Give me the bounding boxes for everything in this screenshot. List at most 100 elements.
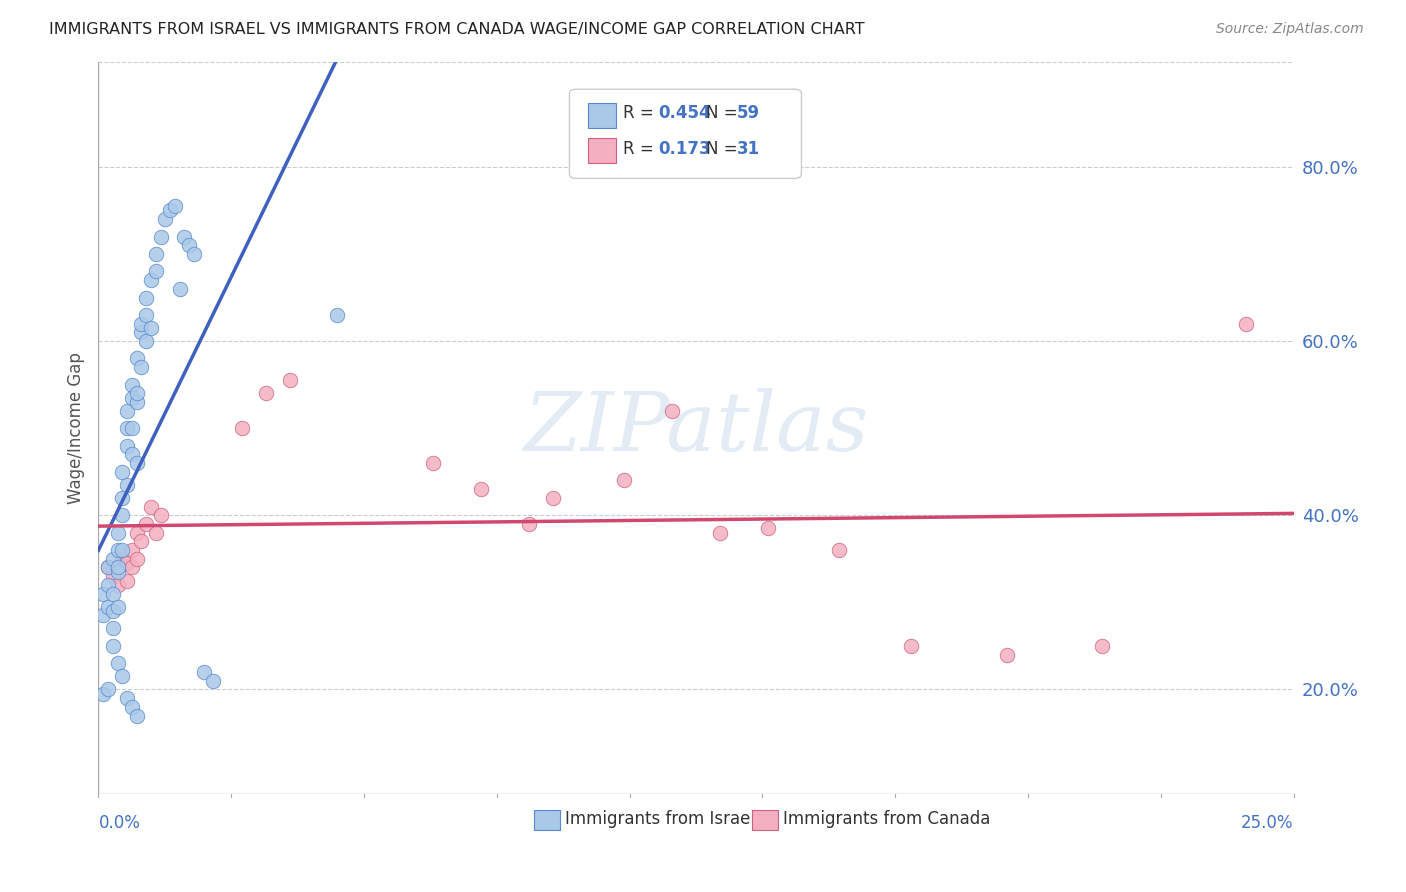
Text: ZIPatlas: ZIPatlas bbox=[523, 388, 869, 468]
Point bbox=[613, 474, 636, 488]
Point bbox=[179, 238, 201, 252]
Point bbox=[135, 291, 157, 305]
Point bbox=[131, 534, 153, 549]
Text: N =: N = bbox=[706, 140, 742, 158]
Point bbox=[995, 648, 1018, 662]
Point bbox=[135, 308, 157, 322]
Point bbox=[107, 565, 129, 579]
Point bbox=[111, 465, 134, 479]
Point bbox=[139, 500, 162, 514]
Point bbox=[111, 508, 134, 523]
Point bbox=[131, 317, 153, 331]
Point bbox=[828, 543, 851, 558]
Point bbox=[107, 599, 129, 614]
Point bbox=[139, 321, 162, 335]
Text: 0.173: 0.173 bbox=[658, 140, 710, 158]
Point bbox=[163, 199, 186, 213]
Point bbox=[101, 604, 124, 618]
Point bbox=[91, 687, 114, 701]
Point bbox=[121, 699, 143, 714]
Point bbox=[121, 391, 143, 405]
Point bbox=[111, 669, 134, 683]
Point bbox=[97, 682, 120, 697]
Point bbox=[115, 556, 138, 570]
Point bbox=[139, 273, 162, 287]
Point bbox=[111, 491, 134, 505]
Point bbox=[135, 516, 157, 531]
Point bbox=[115, 477, 138, 491]
Text: 25.0%: 25.0% bbox=[1241, 814, 1294, 831]
Point bbox=[145, 247, 167, 261]
Point bbox=[709, 525, 731, 540]
Point bbox=[1234, 317, 1257, 331]
Point bbox=[107, 525, 129, 540]
Point bbox=[145, 525, 167, 540]
Point bbox=[115, 439, 138, 453]
Point bbox=[107, 560, 129, 574]
Point bbox=[121, 377, 143, 392]
Point bbox=[135, 334, 157, 348]
Point bbox=[193, 665, 215, 679]
Point bbox=[254, 386, 277, 401]
Point bbox=[121, 543, 143, 558]
Point bbox=[97, 578, 120, 592]
Point bbox=[202, 673, 225, 688]
Point bbox=[900, 639, 922, 653]
Point bbox=[101, 551, 124, 566]
Point bbox=[125, 456, 148, 470]
Point bbox=[470, 482, 492, 496]
Point bbox=[97, 560, 120, 574]
Point bbox=[159, 203, 181, 218]
Text: Immigrants from Israel: Immigrants from Israel bbox=[565, 810, 755, 828]
Point bbox=[107, 543, 129, 558]
Point bbox=[149, 508, 172, 523]
Text: Source: ZipAtlas.com: Source: ZipAtlas.com bbox=[1216, 22, 1364, 37]
Point bbox=[756, 521, 779, 535]
Point bbox=[121, 421, 143, 435]
Point bbox=[101, 639, 124, 653]
Text: N =: N = bbox=[706, 104, 742, 122]
Point bbox=[111, 543, 134, 558]
Point bbox=[111, 551, 134, 566]
Point bbox=[149, 229, 172, 244]
Point bbox=[91, 586, 114, 600]
Point bbox=[121, 560, 143, 574]
Point bbox=[125, 551, 148, 566]
Text: 0.454: 0.454 bbox=[658, 104, 710, 122]
Point bbox=[326, 308, 349, 322]
Point bbox=[107, 657, 129, 671]
Point bbox=[125, 525, 148, 540]
Point bbox=[97, 560, 120, 574]
Point bbox=[183, 247, 205, 261]
Point bbox=[517, 516, 540, 531]
Point bbox=[125, 351, 148, 366]
Point bbox=[125, 395, 148, 409]
Text: R =: R = bbox=[623, 104, 659, 122]
Point bbox=[101, 586, 124, 600]
Y-axis label: Wage/Income Gap: Wage/Income Gap bbox=[66, 352, 84, 504]
Point bbox=[422, 456, 444, 470]
Point bbox=[107, 578, 129, 592]
Point bbox=[121, 447, 143, 461]
Point bbox=[1091, 639, 1114, 653]
Point bbox=[661, 403, 683, 417]
Text: 31: 31 bbox=[737, 140, 759, 158]
Point bbox=[97, 599, 120, 614]
Point bbox=[115, 574, 138, 588]
Point bbox=[91, 608, 114, 623]
Point bbox=[101, 569, 124, 583]
Point bbox=[115, 691, 138, 706]
Point bbox=[125, 386, 148, 401]
Point bbox=[101, 622, 124, 636]
Point bbox=[155, 212, 177, 227]
Point bbox=[278, 373, 301, 387]
Point bbox=[169, 282, 191, 296]
Point bbox=[173, 229, 195, 244]
Point bbox=[131, 326, 153, 340]
Text: 59: 59 bbox=[737, 104, 759, 122]
Point bbox=[131, 360, 153, 375]
Point bbox=[541, 491, 564, 505]
Point bbox=[115, 421, 138, 435]
Text: Immigrants from Canada: Immigrants from Canada bbox=[783, 810, 990, 828]
Point bbox=[115, 403, 138, 417]
